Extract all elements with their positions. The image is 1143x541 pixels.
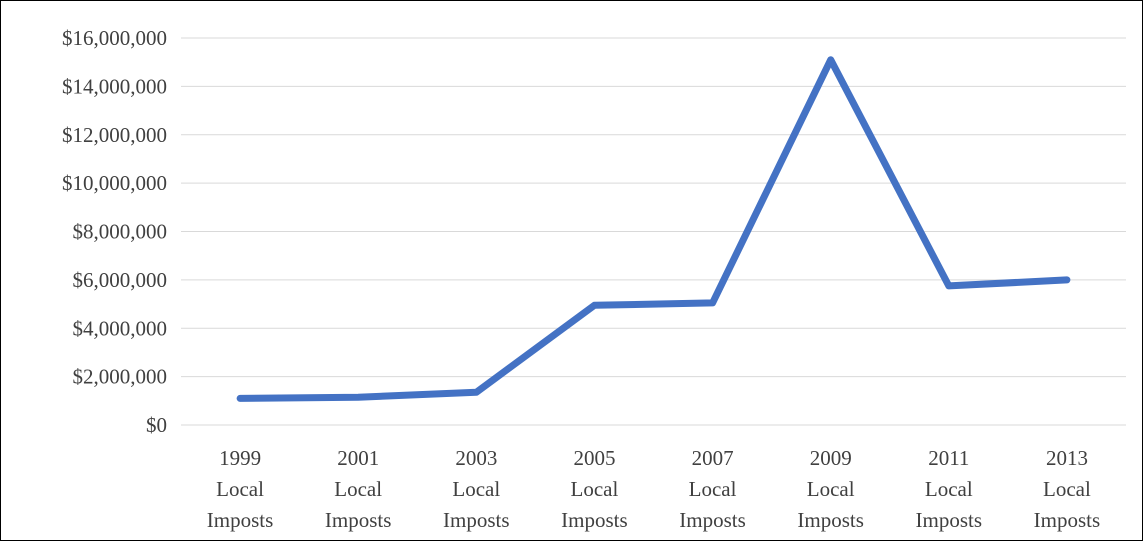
x-tick-label-line: 2003 <box>455 446 497 470</box>
series-layer <box>236 56 1071 402</box>
x-tick-label-line: 2001 <box>337 446 379 470</box>
x-tick-label-line: 2009 <box>810 446 852 470</box>
x-tick-label-line: Imposts <box>325 508 392 532</box>
x-tick-label-line: Imposts <box>797 508 864 532</box>
x-tick-label-line: Imposts <box>561 508 628 532</box>
x-tick-label-line: Local <box>925 477 973 501</box>
x-tick-label-line: Imposts <box>1034 508 1101 532</box>
x-tick-label-line: Imposts <box>916 508 983 532</box>
x-tick-label-line: Local <box>807 477 855 501</box>
x-tick-label: 2001 Local Imposts <box>325 446 392 532</box>
y-tick-label: $12,000,000 <box>62 123 167 147</box>
y-tick-label: $14,000,000 <box>62 74 167 98</box>
y-tick-label: $0 <box>146 413 167 437</box>
x-tick-label: 2009 Local Imposts <box>797 446 864 532</box>
x-tick-label-line: 2005 <box>573 446 615 470</box>
y-tick-label: $16,000,000 <box>62 26 167 50</box>
x-tick-label-line: 1999 <box>219 446 261 470</box>
x-tick-label-line: 2011 <box>928 446 969 470</box>
x-tick-label-line: 2013 <box>1046 446 1088 470</box>
y-axis-tick-labels: $0 $2,000,000 $4,000,000 $6,000,000 $8,000,0… <box>62 26 167 437</box>
x-tick-label: 2003 Local Imposts <box>443 446 510 532</box>
x-tick-label-line: Imposts <box>207 508 274 532</box>
x-axis-tick-labels: 1999 Local Imposts 2001 Local Imposts 2003 Loca… <box>207 446 1100 532</box>
x-tick-label-line: Imposts <box>679 508 746 532</box>
series-line <box>236 56 1071 402</box>
y-tick-label: $2,000,000 <box>73 365 168 389</box>
y-tick-label: $6,000,000 <box>73 268 168 292</box>
y-tick-label: $8,000,000 <box>73 220 168 244</box>
x-tick-label-line: 2007 <box>692 446 734 470</box>
x-tick-label: 2005 Local Imposts <box>561 446 628 532</box>
x-tick-label: 2007 Local Imposts <box>679 446 746 532</box>
x-tick-label-line: Imposts <box>443 508 510 532</box>
x-tick-label: 2011 Local Imposts <box>916 446 983 532</box>
x-tick-label-line: Local <box>334 477 382 501</box>
gridlines <box>181 37 1126 426</box>
x-tick-label-line: Local <box>452 477 500 501</box>
x-tick-label-line: Local <box>571 477 619 501</box>
y-tick-label: $4,000,000 <box>73 316 168 340</box>
x-tick-label-line: Local <box>689 477 737 501</box>
y-tick-label: $10,000,000 <box>62 171 167 195</box>
x-tick-label-line: Local <box>216 477 264 501</box>
x-tick-label-line: Local <box>1043 477 1091 501</box>
x-tick-label: 1999 Local Imposts <box>207 446 274 532</box>
x-tick-label: 2013 Local Imposts <box>1034 446 1101 532</box>
